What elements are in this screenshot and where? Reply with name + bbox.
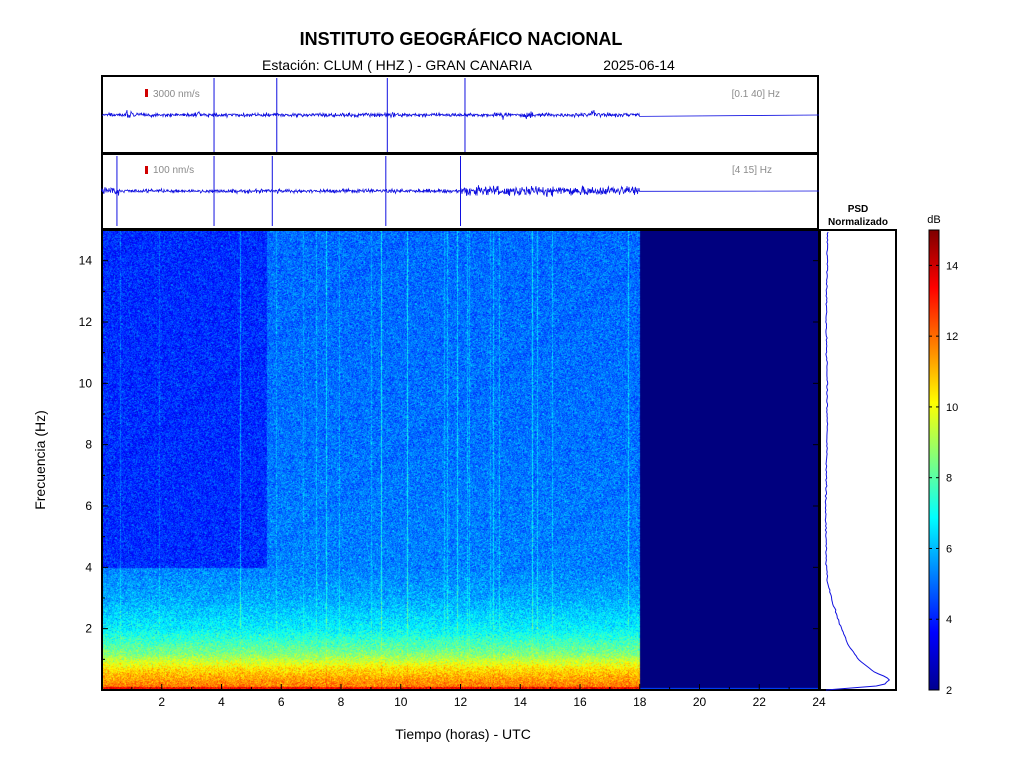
colorbar-tick-label: 12 [946,331,958,343]
colorbar-tick-label: 10 [946,402,958,414]
colorbar-ticks: 2 4 6 8 10 12 14 [929,260,958,697]
x-tick-label: 2 [158,695,165,709]
trace-line [101,185,820,197]
x-tick-label: 8 [338,695,345,709]
amplitude-scale-mark [145,89,148,97]
figure-title: INSTITUTO GEOGRÁFICO NACIONAL [300,28,623,49]
x-tick-label: 16 [573,695,587,709]
amplitude-scale-label: 3000 nm/s [153,89,200,100]
amplitude-scale-mark [145,166,148,174]
x-tick-label: 14 [514,695,528,709]
amplitude-scale-label: 100 nm/s [153,165,194,176]
x-tick-label: 24 [812,695,826,709]
seismogram-filtered-trace [101,156,820,226]
psd-frame [819,229,897,691]
psd-subtitle: Normalizado [828,217,888,228]
y-tick-label: 8 [85,438,92,452]
y-tick-label: 6 [85,499,92,513]
colorbar-tick-label: 8 [946,473,952,485]
colorbar: dB 2 4 6 8 10 12 14 [927,214,958,697]
spectrogram-heatmap [102,230,819,690]
seismogram-broadband-trace [101,78,820,152]
psd-title: PSD [848,204,869,215]
y-tick-label: 14 [79,254,93,268]
colorbar-label: dB [927,214,940,226]
colorbar-tick-label: 6 [946,543,952,555]
x-tick-label: 4 [218,695,225,709]
colorbar-tick-label: 14 [946,260,958,272]
colorbar-tick-label: 4 [946,614,952,626]
x-tick-label: 22 [753,695,767,709]
colorbar-gradient [928,229,940,691]
y-axis-label: Frecuencia (Hz) [32,410,48,510]
psd-curve [824,231,891,691]
x-tick-label: 6 [278,695,285,709]
date-label: 2025-06-14 [603,57,675,73]
station-label: Estación: CLUM ( HHZ ) - GRAN CANARIA [262,57,533,73]
trace-line [101,109,820,120]
x-tick-label: 18 [633,695,647,709]
psd-panel: PSD Normalizado [819,204,897,691]
x-axis-label: Tiempo (horas) - UTC [395,726,531,742]
seismogram-filtered-panel: 100 nm/s [4 15] Hz [101,153,820,230]
filter-band-label: [0.1 40] Hz [732,89,780,100]
y-tick-label: 4 [85,560,92,574]
x-tick-label: 10 [394,695,408,709]
x-tick-label: 20 [693,695,707,709]
filter-band-label: [4 15] Hz [732,165,772,176]
seismogram-broadband-panel: 3000 nm/s [0.1 40] Hz [101,75,820,154]
colorbar-tick-label: 2 [946,685,952,697]
y-tick-label: 10 [79,376,93,390]
y-tick-label: 2 [85,622,92,636]
x-tick-label: 12 [454,695,468,709]
y-tick-label: 12 [79,315,93,329]
